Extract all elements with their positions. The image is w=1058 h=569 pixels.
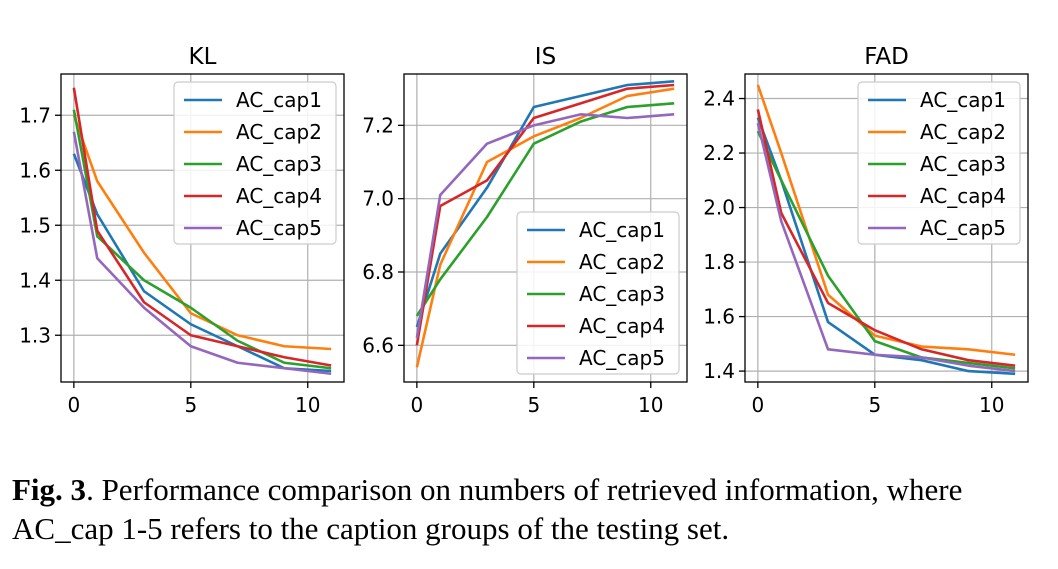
legend-label: AC_cap5 — [920, 216, 1006, 240]
legend-label: AC_cap1 — [579, 218, 665, 242]
y-tick-label: 1.8 — [703, 250, 735, 274]
series-line-AC_cap5 — [72, 131, 332, 376]
legend-label: AC_cap5 — [579, 346, 665, 370]
legend-label: AC_cap2 — [920, 120, 1006, 144]
legend-box — [173, 81, 337, 245]
series-line-AC_cap3 — [72, 109, 332, 370]
series-line-AC_cap2 — [72, 114, 332, 351]
series-line-AC_cap4 — [72, 87, 332, 367]
x-tick-label: 5 — [868, 393, 881, 417]
figure-caption: Fig. 3. Performance comparison on number… — [12, 470, 1052, 548]
legend-label: AC_cap4 — [579, 314, 665, 338]
x-tick-label: 10 — [979, 393, 1004, 417]
y-tick-label: 1.4 — [19, 268, 51, 292]
axes-frame — [744, 73, 1029, 383]
series-line-AC_cap3 — [756, 130, 1016, 370]
chart-panel-1: 0 5 106.66.87.07.2ISAC_cap1AC_cap2AC_cap3A… — [362, 44, 688, 417]
x-tick-label: 10 — [638, 393, 663, 417]
caption-text: . Performance comparison on numbers of r… — [12, 472, 963, 546]
chart-title: IS — [535, 44, 556, 70]
legend-label: AC_cap3 — [920, 152, 1006, 176]
y-tick-label: 1.3 — [19, 323, 51, 347]
x-tick-label: 0 — [751, 393, 764, 417]
x-tick-label: 10 — [295, 393, 320, 417]
legend-label: AC_cap3 — [579, 282, 665, 306]
series-line-AC_cap1 — [415, 80, 675, 328]
y-tick-label: 1.6 — [19, 158, 51, 182]
series-line-AC_cap4 — [756, 109, 1016, 367]
legend-label: AC_cap1 — [920, 88, 1006, 112]
series-line-AC_cap2 — [756, 84, 1016, 357]
legend: AC_cap1 AC_cap2 AC_cap3 AC_cap4 AC_cap5 — [173, 81, 337, 245]
legend-label: AC_cap5 — [236, 216, 322, 240]
y-tick-label: 7.2 — [362, 113, 394, 137]
y-tick-label: 6.6 — [362, 333, 394, 357]
y-tick-label: 6.8 — [362, 260, 394, 284]
charts-figure: 0 5 101.31.41.51.61.7KLAC_cap1AC_cap2AC_ca… — [19, 44, 1029, 417]
chart-title: KL — [189, 44, 217, 70]
y-tick-label: 1.5 — [19, 213, 51, 237]
axes-frame — [403, 73, 688, 383]
axes-frame — [60, 73, 345, 383]
y-tick-label: 1.7 — [19, 103, 51, 127]
chart-panel-2: 0 5 101.41.61.82.02.22.4FADAC_cap1AC_cap2A… — [703, 44, 1029, 417]
chart-panel-0: 0 5 101.31.41.51.61.7KLAC_cap1AC_cap2AC_ca… — [19, 44, 345, 417]
series-line-AC_cap4 — [415, 83, 675, 346]
legend-label: AC_cap1 — [236, 88, 322, 112]
legend-label: AC_cap3 — [236, 152, 322, 176]
y-tick-label: 1.6 — [703, 305, 735, 329]
legend-box — [857, 81, 1021, 245]
series-line-AC_cap2 — [415, 87, 675, 368]
y-tick-label: 1.4 — [703, 359, 735, 383]
legend-label: AC_cap2 — [236, 120, 322, 144]
y-tick-label: 2.2 — [703, 141, 735, 165]
legend-label: AC_cap4 — [236, 184, 322, 208]
legend-label: AC_cap4 — [920, 184, 1006, 208]
y-tick-label: 7.0 — [362, 187, 394, 211]
series-line-AC_cap5 — [756, 122, 1016, 373]
figure-label: Fig. 3 — [12, 472, 87, 507]
series-line-AC_cap5 — [415, 113, 675, 339]
x-tick-label: 0 — [410, 393, 423, 417]
legend: AC_cap1 AC_cap2 AC_cap3 AC_cap4 AC_cap5 — [516, 211, 680, 375]
chart-title: FAD — [864, 44, 909, 70]
x-tick-label: 0 — [67, 393, 80, 417]
y-tick-label: 2.0 — [703, 196, 735, 220]
x-tick-label: 5 — [527, 393, 540, 417]
legend-box — [516, 211, 680, 375]
series-line-AC_cap3 — [415, 102, 675, 317]
x-tick-label: 5 — [184, 393, 197, 417]
legend: AC_cap1 AC_cap2 AC_cap3 AC_cap4 AC_cap5 — [857, 81, 1021, 245]
y-tick-label: 2.4 — [703, 87, 735, 111]
legend-label: AC_cap2 — [579, 250, 665, 274]
